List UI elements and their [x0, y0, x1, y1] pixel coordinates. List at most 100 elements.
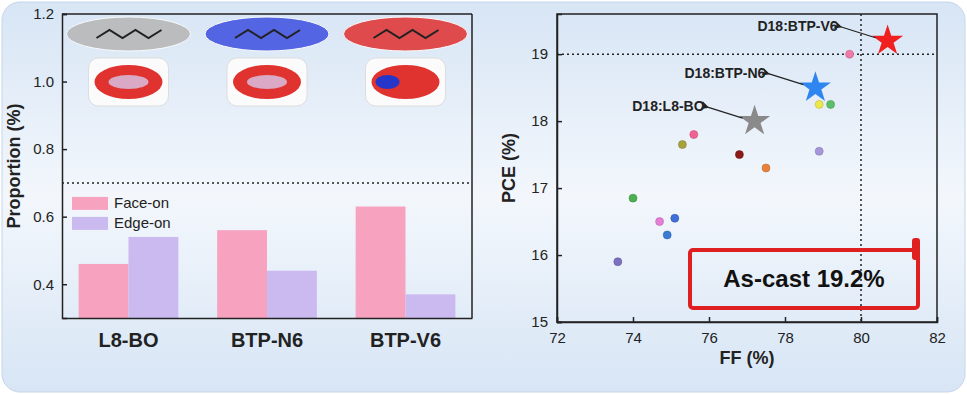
bar-chart: 0.4 0.6 0.8 1.0 1.2 L8-BO BTP-N6 BTP-V6 Proporti…: [4, 5, 473, 351]
star-point: [872, 24, 903, 54]
legend-label: Face-on: [114, 194, 169, 211]
point: [846, 50, 854, 58]
chain-badge: [344, 17, 468, 51]
bar: [79, 264, 129, 318]
tick-mark: [709, 317, 711, 322]
point: [656, 218, 664, 226]
tick: BTP-V6: [370, 318, 441, 351]
tick: 0.6: [33, 208, 67, 225]
axis-line: [558, 317, 938, 323]
tick: 82: [929, 317, 946, 346]
tick-label: 19: [531, 45, 548, 62]
legend-label: Edge-on: [114, 214, 171, 231]
legend: Face-on Edge-on: [72, 194, 171, 231]
tick-label: 72: [549, 329, 566, 346]
tick-mark: [62, 284, 67, 286]
tick-mark: [557, 121, 562, 123]
axis-line: [63, 318, 473, 320]
bar: [217, 230, 267, 318]
tick: 1.0: [33, 73, 67, 90]
point: [815, 100, 823, 108]
tick: BTP-N6: [231, 318, 303, 351]
y-axis: 0.4 0.6 0.8 1.0 1.2: [33, 5, 67, 318]
point: [815, 147, 823, 155]
tick-mark: [62, 149, 67, 151]
tick: L8-BO: [98, 318, 158, 351]
annotation: As-cast 19.2%: [723, 265, 884, 292]
tick-label: 82: [929, 329, 946, 346]
axis-title: PCE (%): [499, 133, 519, 203]
tick: 16: [531, 246, 562, 263]
point: [762, 164, 770, 172]
annotation-box: As-cast 19.2%: [690, 238, 920, 308]
alkyl-chain: [96, 30, 161, 38]
alkyl-chain: [235, 30, 300, 38]
figure: 0.4 0.6 0.8 1.0 1.2 L8-BO BTP-N6 BTP-V6 Proporti…: [0, 0, 967, 394]
frame: [471, 14, 473, 318]
frame: [557, 14, 937, 322]
tick: 0.4: [33, 276, 67, 293]
legend-swatch: [72, 217, 108, 230]
tick-label: 16: [531, 246, 548, 263]
bar: [128, 237, 178, 318]
esp-surface: [366, 58, 446, 106]
tick-label: BTP-V6: [370, 329, 441, 351]
arrow: [708, 107, 743, 118]
tick: 78: [777, 317, 794, 346]
point: [690, 131, 698, 139]
point-label: D18:BTP-N6: [684, 65, 765, 81]
esp-blob: [94, 65, 162, 99]
point-label: D18:L8-BO: [632, 98, 704, 114]
x-axis: L8-BO BTP-N6 BTP-V6: [63, 318, 473, 351]
esp-blob: [376, 75, 400, 89]
axis-line: [63, 15, 68, 319]
legend-swatch: [72, 197, 108, 210]
chain-badge: [66, 17, 190, 51]
bar: [406, 294, 456, 318]
bar: [267, 271, 317, 318]
point-label: D18:BTP-V6: [757, 18, 837, 34]
plot-area: [62, 183, 472, 318]
tick-mark: [937, 317, 939, 322]
reference-line: [557, 53, 937, 55]
alkyl-chain: [374, 30, 439, 38]
tick-mark: [62, 81, 67, 83]
esp-blob: [108, 75, 148, 89]
tick: 80: [853, 317, 870, 346]
y-axis: 1516171819: [531, 15, 562, 331]
chain-badge: [205, 17, 329, 51]
tick: 74: [625, 317, 642, 346]
tick: 15: [531, 313, 562, 330]
tick-mark: [62, 216, 67, 218]
tick-mark: [633, 317, 635, 322]
star-point: [739, 105, 770, 135]
esp-blob: [247, 75, 287, 89]
plot-area: [557, 14, 937, 322]
esp-blob: [372, 65, 440, 99]
tick-mark: [861, 317, 863, 322]
point: [629, 194, 637, 202]
tick-label: 78: [777, 329, 794, 346]
tick-mark: [557, 322, 562, 324]
annotation-frame: [690, 250, 918, 308]
tick-label: BTP-N6: [231, 329, 303, 351]
tick: 76: [701, 317, 718, 346]
tick-label: 1.2: [33, 5, 54, 22]
x-axis: 72 74 76 78 80 82: [549, 317, 946, 346]
arrow: [768, 74, 803, 85]
tick-label: 0.8: [33, 140, 54, 157]
molecule-sketches: [66, 17, 467, 106]
annotation-tab: [912, 238, 920, 260]
tick-label: 18: [531, 112, 548, 129]
tick-label: 76: [701, 329, 718, 346]
point: [663, 231, 671, 239]
tick: 0.8: [33, 140, 67, 157]
esp-surface: [88, 58, 168, 106]
axis-title: Proportion (%): [4, 104, 24, 229]
point: [678, 141, 686, 149]
tick-label: 1.0: [33, 73, 54, 90]
point: [735, 151, 743, 159]
tick-mark: [557, 255, 562, 257]
tick-label: 80: [853, 329, 870, 346]
tick-mark: [557, 188, 562, 190]
